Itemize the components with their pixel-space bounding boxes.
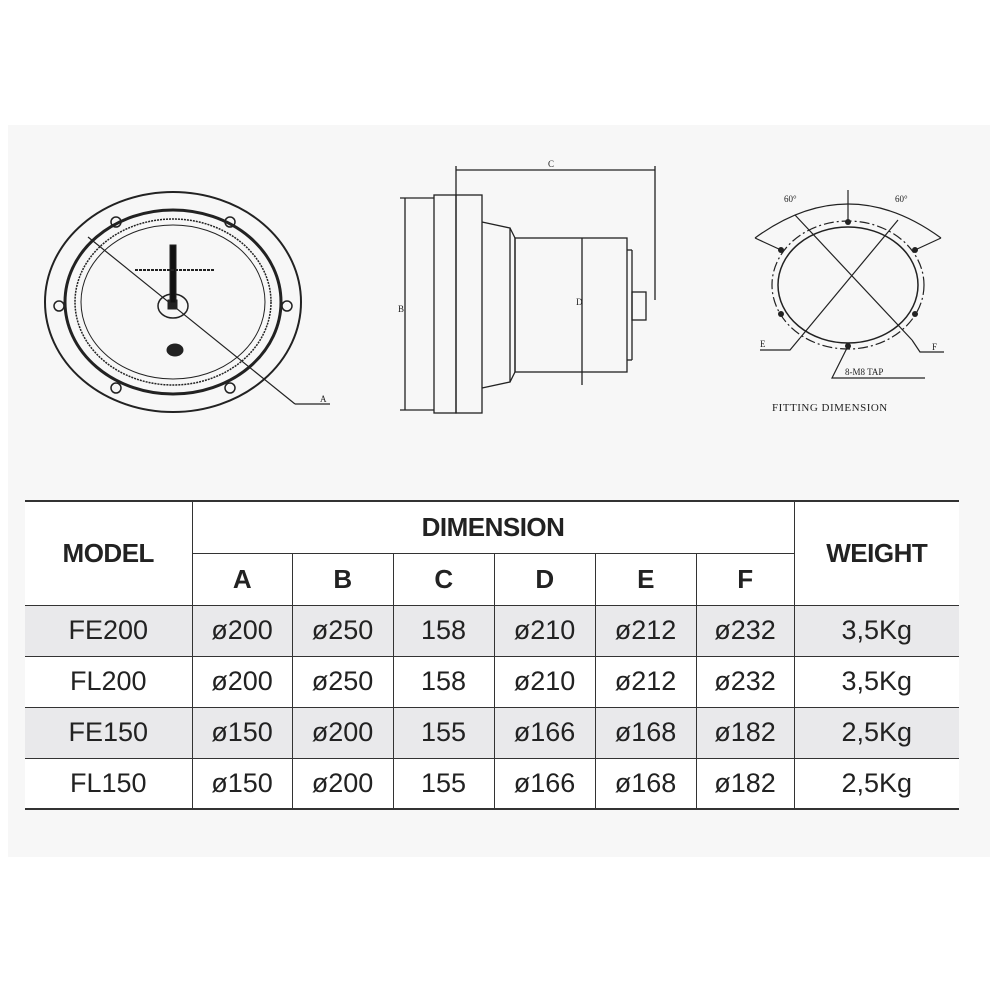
dimension-cell-e: ø168	[594, 757, 697, 810]
dimension-cell-c: 155	[392, 757, 495, 810]
weight-cell: 2,5Kg	[793, 706, 959, 759]
dimension-table: MODEL DIMENSION WEIGHT A B C D E F FE200…	[25, 500, 959, 810]
weight-header: WEIGHT	[793, 500, 959, 606]
dimension-cell-b: ø250	[291, 655, 394, 708]
label-e: E	[760, 339, 766, 349]
dimension-cell-a: ø150	[191, 757, 293, 810]
label-c: C	[548, 159, 554, 169]
dimension-cell-d: ø210	[493, 655, 596, 708]
dimension-cell-d: ø210	[493, 604, 596, 657]
gauge-needle	[169, 244, 177, 304]
column-header-e: E	[594, 552, 697, 606]
column-header-b: B	[291, 552, 394, 606]
weight-cell: 2,5Kg	[793, 757, 959, 810]
tap-holes	[778, 219, 918, 349]
angle-right-label: 60°	[895, 194, 908, 204]
dimension-cell-d: ø166	[493, 706, 596, 759]
table-row: FE200 ø200 ø250 158 ø210 ø212 ø232 3,5Kg	[25, 604, 959, 657]
dimension-cell-e: ø168	[594, 706, 697, 759]
dimension-cell-b: ø250	[291, 604, 394, 657]
column-header-c: C	[392, 552, 495, 606]
dimension-cell-e: ø212	[594, 655, 697, 708]
column-header-a: A	[192, 552, 293, 606]
dimension-cell-f: ø232	[695, 655, 795, 708]
bolt-holes	[53, 216, 293, 394]
dimension-header: DIMENSION	[191, 500, 795, 554]
label-f: F	[932, 342, 937, 352]
logo-mark	[166, 343, 184, 357]
fitting-dimension-drawing: 60° 60° E F 8-M8 TAP	[754, 190, 944, 379]
model-cell: FE150	[25, 706, 193, 759]
header-row: MODEL DIMENSION WEIGHT	[25, 500, 959, 606]
model-cell: FE200	[25, 604, 193, 657]
table-body: FE200 ø200 ø250 158 ø210 ø212 ø232 3,5Kg FL200 ø2…	[25, 604, 959, 810]
dimension-cell-c: 158	[392, 655, 495, 708]
dimension-cell-a: ø200	[191, 655, 293, 708]
dimension-cell-f: ø232	[695, 604, 795, 657]
dimension-cell-a: ø200	[191, 604, 293, 657]
table-row: FL200 ø200 ø250 158 ø210 ø212 ø232 3,5Kg	[25, 655, 959, 708]
model-cell: FL200	[25, 655, 193, 708]
label-b: B	[398, 304, 404, 314]
column-header-d: D	[493, 552, 596, 606]
side-view-drawing: C B D	[398, 159, 656, 414]
dimension-cell-f: ø182	[695, 757, 795, 810]
subheader-row: A B C D E F	[25, 552, 959, 606]
angle-left-label: 60°	[784, 194, 797, 204]
dimension-cell-c: 155	[392, 706, 495, 759]
front-view-drawing: A	[44, 191, 330, 413]
label-d: D	[576, 297, 583, 307]
dimension-cell-a: ø150	[191, 706, 293, 759]
column-header-f: F	[695, 552, 794, 606]
model-cell: FL150	[25, 757, 193, 810]
dimension-cell-b: ø200	[291, 757, 394, 810]
dimension-cell-c: 158	[392, 604, 495, 657]
tap-label: 8-M8 TAP	[845, 367, 883, 377]
dimension-cell-b: ø200	[291, 706, 394, 759]
dimension-cell-f: ø182	[695, 706, 795, 759]
weight-cell: 3,5Kg	[793, 604, 959, 657]
table-row: FL150 ø150 ø200 155 ø166 ø168 ø182 2,5Kg	[25, 757, 959, 810]
table-row: FE150 ø150 ø200 155 ø166 ø168 ø182 2,5Kg	[25, 706, 959, 759]
model-header: MODEL	[25, 500, 193, 606]
dimension-cell-e: ø212	[594, 604, 697, 657]
fitting-dimension-caption: FITTING DIMENSION	[772, 402, 888, 414]
weight-cell: 3,5Kg	[793, 655, 959, 708]
technical-drawings: A C B D 60°	[44, 159, 944, 414]
label-a: A	[320, 394, 327, 404]
dimension-cell-d: ø166	[493, 757, 596, 810]
